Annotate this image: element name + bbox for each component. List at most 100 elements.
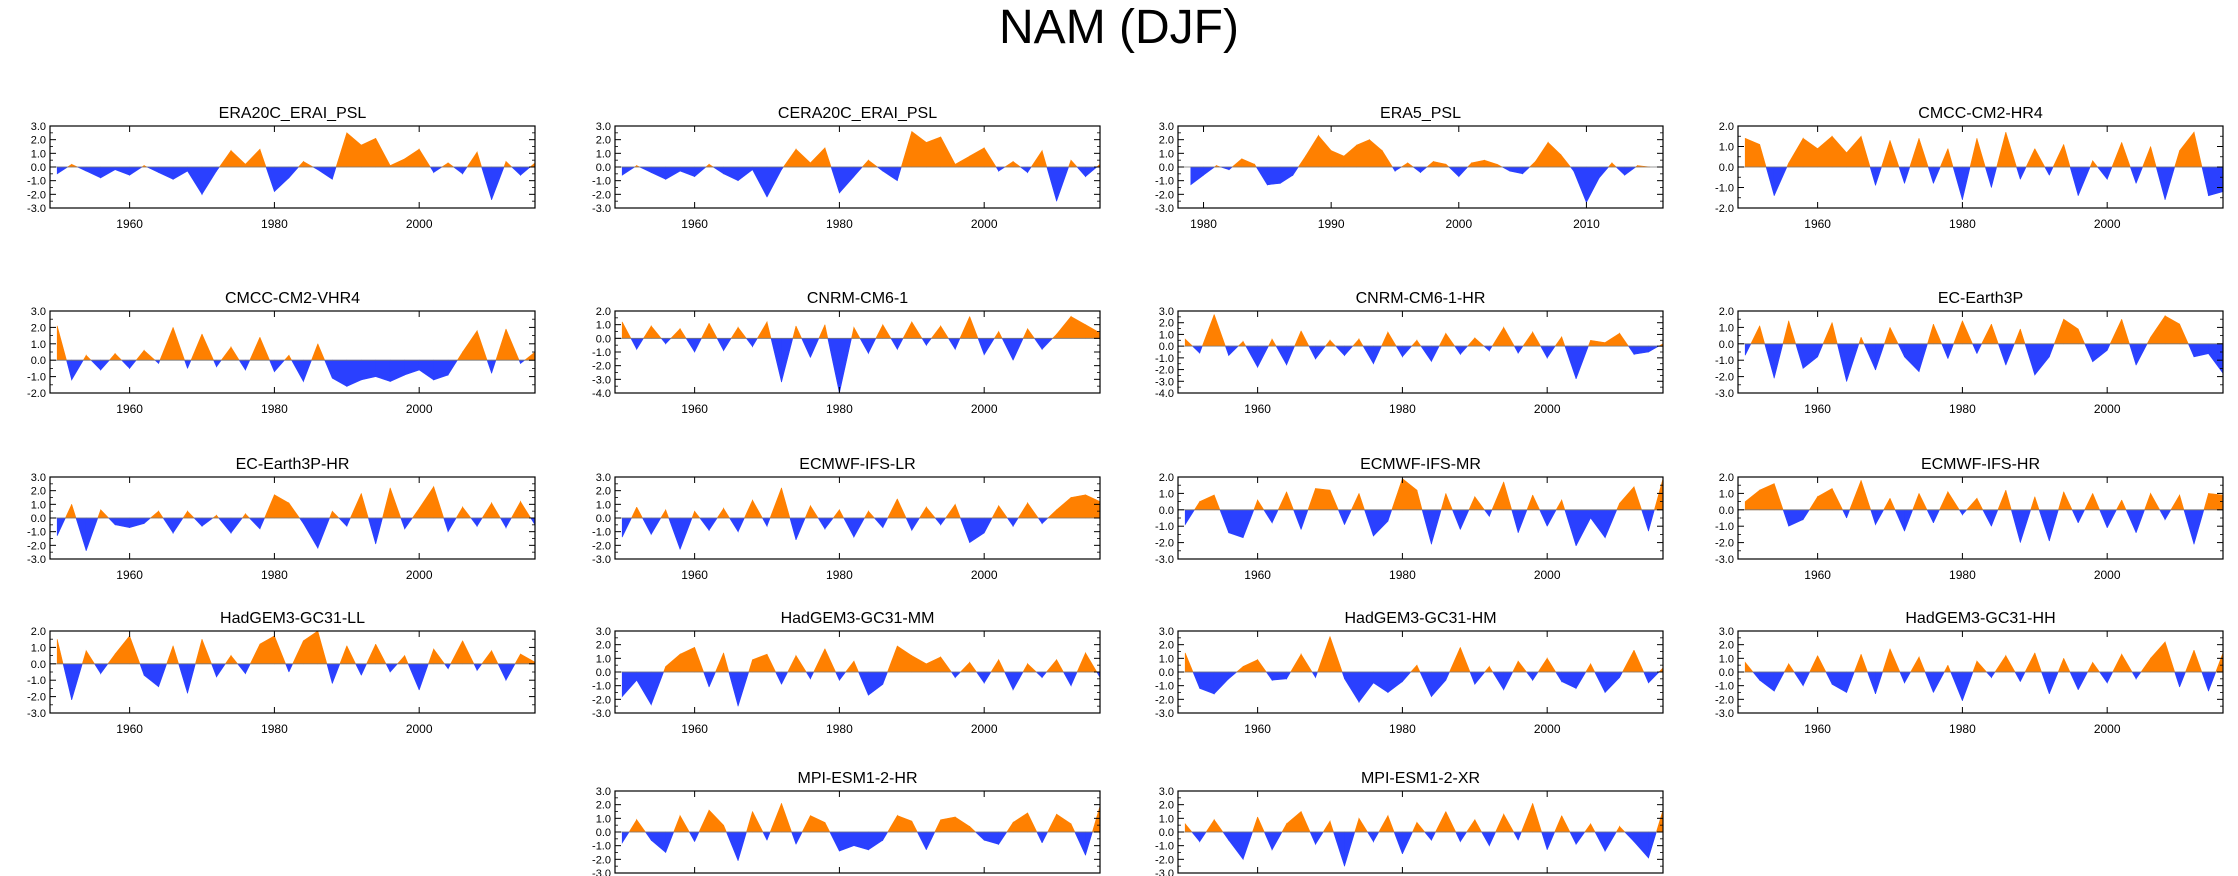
positive-area <box>1184 652 1194 673</box>
negative-area <box>1918 343 1928 372</box>
negative-area <box>1648 671 1660 684</box>
x-tick-label: 1980 <box>826 722 853 736</box>
positive-area <box>1584 822 1591 833</box>
positive-area <box>274 635 287 665</box>
negative-area <box>1037 517 1043 525</box>
negative-area <box>1952 166 1963 200</box>
x-tick-label: 2000 <box>2094 402 2121 416</box>
negative-area <box>868 337 877 354</box>
y-tick-label: 0.0 <box>31 513 46 525</box>
positive-area <box>1889 140 1900 168</box>
positive-area <box>190 333 203 361</box>
positive-area <box>853 326 861 339</box>
positive-area <box>769 487 782 519</box>
panel-title: MPI-ESM1-2-XR <box>1361 770 1480 787</box>
negative-area <box>114 166 130 176</box>
negative-area <box>187 359 192 369</box>
positive-area <box>1860 480 1872 511</box>
negative-area <box>1393 831 1403 855</box>
positive-area <box>1381 331 1389 347</box>
y-tick-label: -2.0 <box>592 189 611 201</box>
negative-area <box>934 517 942 526</box>
y-tick-label: 2.0 <box>596 135 611 147</box>
positive-area <box>1976 660 1988 673</box>
y-tick-label: 2.0 <box>596 800 611 812</box>
negative-area <box>71 663 83 700</box>
negative-area <box>1517 831 1522 841</box>
positive-area <box>149 510 159 519</box>
positive-area <box>1358 817 1369 833</box>
negative-area <box>404 517 413 530</box>
negative-area <box>859 337 869 355</box>
negative-area <box>639 166 652 173</box>
negative-area <box>1474 671 1486 686</box>
positive-area <box>2109 319 2122 345</box>
positive-area <box>969 825 977 833</box>
positive-area <box>245 148 261 168</box>
positive-area <box>868 510 876 519</box>
positive-area <box>107 653 116 665</box>
positive-area <box>224 654 232 665</box>
negative-area <box>1752 671 1760 682</box>
y-tick-label: 0.0 <box>1159 505 1174 517</box>
negative-area <box>389 663 399 673</box>
negative-area <box>916 831 927 850</box>
positive-area <box>954 155 971 168</box>
negative-area <box>1300 509 1309 530</box>
negative-area <box>1604 831 1617 853</box>
positive-area <box>1027 663 1038 673</box>
x-tick-label: 1990 <box>1318 217 1345 231</box>
negative-area <box>1648 345 1661 353</box>
positive-area <box>292 640 304 665</box>
y-tick-label: -3.0 <box>1715 388 1734 400</box>
positive-area <box>1611 162 1617 168</box>
positive-area <box>1996 132 2007 168</box>
positive-area <box>1590 823 1596 833</box>
positive-area <box>991 505 1000 519</box>
negative-area <box>1412 166 1421 174</box>
negative-area <box>665 166 681 180</box>
y-tick-label: -3.0 <box>1715 708 1734 720</box>
negative-area <box>375 359 391 382</box>
positive-area <box>1947 665 1952 673</box>
negative-area <box>2034 343 2050 376</box>
positive-area <box>1356 139 1370 168</box>
positive-area <box>1277 491 1287 511</box>
negative-area <box>158 663 168 687</box>
positive-area <box>1027 812 1038 833</box>
positive-area <box>71 504 77 519</box>
negative-area <box>896 337 904 350</box>
y-tick-label: 3.0 <box>1159 121 1174 133</box>
negative-area <box>511 166 521 176</box>
y-tick-label: -2.0 <box>27 189 46 201</box>
positive-area <box>1468 496 1476 511</box>
y-tick-label: 2.0 <box>31 486 46 498</box>
negative-area <box>1445 671 1450 681</box>
negative-area <box>230 517 243 534</box>
negative-area <box>1431 671 1447 698</box>
positive-area <box>1307 488 1316 511</box>
y-tick-label: 2.0 <box>1159 800 1174 812</box>
positive-area <box>1352 338 1360 347</box>
positive-area <box>1070 315 1086 339</box>
negative-area <box>2201 671 2209 692</box>
y-tick-label: 0.0 <box>31 355 46 367</box>
negative-area <box>1982 509 1992 527</box>
positive-area <box>2185 649 2195 673</box>
negative-area <box>100 166 116 179</box>
positive-area <box>1466 818 1476 833</box>
positive-area <box>679 814 690 833</box>
positive-area <box>389 487 402 519</box>
x-tick-label: 1980 <box>261 722 288 736</box>
negative-area <box>2106 509 2117 528</box>
positive-area <box>1184 338 1194 347</box>
negative-area <box>781 337 794 383</box>
positive-area <box>2193 649 2203 673</box>
negative-area <box>650 166 667 180</box>
negative-area <box>505 517 512 529</box>
negative-area <box>761 517 768 528</box>
positive-area <box>925 506 936 519</box>
panel: ECMWF-IFS-LR 3.0 2.01.0 0.0 -1.0-2.0 -3.0 1960… <box>592 456 1101 582</box>
negative-area <box>400 517 406 530</box>
positive-area <box>1068 160 1072 168</box>
